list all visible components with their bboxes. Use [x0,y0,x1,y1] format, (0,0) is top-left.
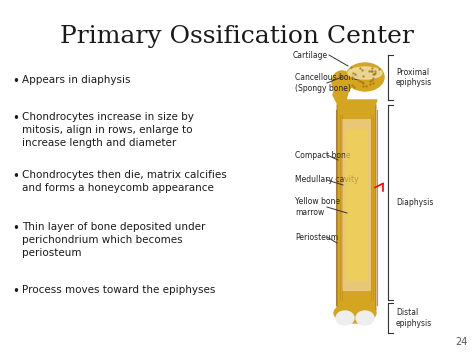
Polygon shape [333,75,377,105]
Ellipse shape [336,311,354,325]
Text: Primary Ossification Center: Primary Ossification Center [60,25,414,48]
Text: •: • [12,222,19,235]
Text: 24: 24 [456,337,468,347]
Text: Medullary cavity: Medullary cavity [295,175,359,185]
Text: Proximal
epiphysis: Proximal epiphysis [396,68,432,87]
Text: Diaphysis: Diaphysis [396,198,433,207]
Text: Periosteum: Periosteum [295,233,338,241]
Ellipse shape [348,67,382,79]
Ellipse shape [332,71,352,93]
Text: Cartilage: Cartilage [293,50,328,60]
Text: Distal
epiphysis: Distal epiphysis [396,308,432,328]
Text: Compact bone: Compact bone [295,151,350,159]
Text: Appears in diaphysis: Appears in diaphysis [22,75,130,85]
Text: Chondrocytes then die, matrix calcifies
and forms a honeycomb appearance: Chondrocytes then die, matrix calcifies … [22,170,227,193]
Text: Yellow bone
marrow: Yellow bone marrow [295,197,340,217]
FancyBboxPatch shape [337,104,376,311]
Ellipse shape [334,303,376,323]
Text: •: • [12,170,19,183]
Text: Process moves toward the epiphyses: Process moves toward the epiphyses [22,285,215,295]
Ellipse shape [346,63,384,91]
FancyBboxPatch shape [342,119,371,291]
Text: •: • [12,75,19,88]
Text: Chondrocytes increase in size by
mitosis, align in rows, enlarge to
increase len: Chondrocytes increase in size by mitosis… [22,112,194,148]
Text: •: • [12,112,19,125]
Text: •: • [12,285,19,298]
Text: Cancellous bone
(Spongy bone): Cancellous bone (Spongy bone) [295,73,358,93]
FancyBboxPatch shape [345,129,368,281]
Text: Thin layer of bone deposited under
perichondrium which becomes
periosteum: Thin layer of bone deposited under peric… [22,222,205,258]
Ellipse shape [356,311,374,325]
